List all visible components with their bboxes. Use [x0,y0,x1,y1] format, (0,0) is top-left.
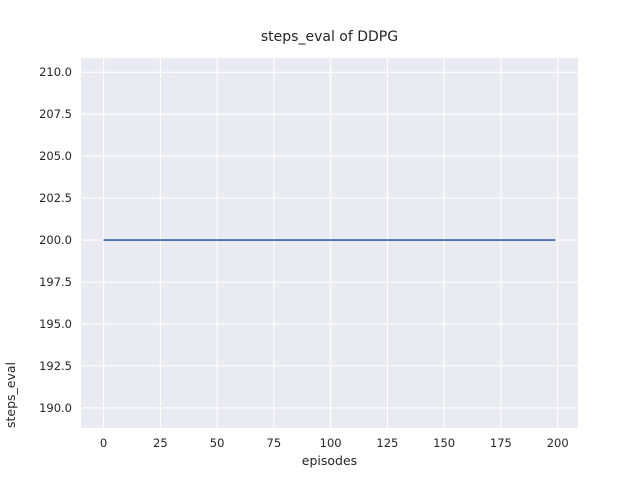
y-tick-label: 192.5 [39,358,72,373]
x-tick-label: 50 [209,436,225,450]
x-tick-label: 75 [266,436,282,450]
x-tick-label: 200 [546,436,569,450]
x-tick-label: 0 [99,436,108,450]
y-tick-label: 210.0 [39,65,72,80]
y-tick-label: 195.0 [39,316,72,331]
y-axis-label: steps_eval [3,361,18,428]
y-tick-label: 205.0 [39,149,72,164]
y-tick-label: 190.0 [39,400,72,415]
y-tick-label: 197.5 [39,275,72,289]
x-axis-label: episodes [301,453,358,468]
x-tick-label: 175 [489,436,512,450]
y-tick-label: 207.5 [39,107,72,122]
x-tick-label: 100 [319,436,342,450]
y-tick-label: 200.0 [39,233,72,248]
x-tick-label: 150 [433,436,456,450]
plot-area [81,58,578,428]
x-tick-label: 25 [153,436,168,450]
plot-svg [81,58,578,428]
x-tick-label: 125 [376,436,399,450]
y-tick-label: 202.5 [39,191,72,206]
chart-title: steps_eval of DDPG [260,29,399,45]
